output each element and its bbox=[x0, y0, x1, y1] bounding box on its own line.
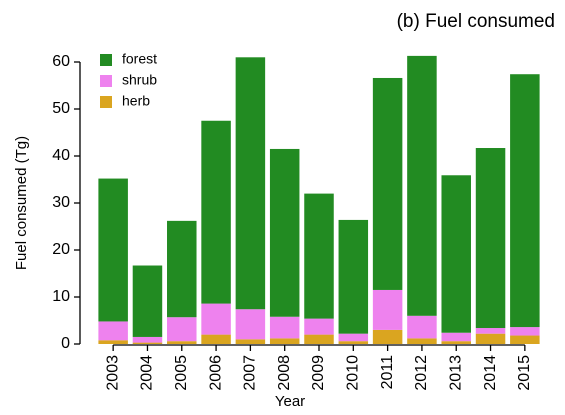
bar-segment bbox=[235, 309, 266, 340]
y-tick-label: 30 bbox=[52, 194, 70, 211]
x-tick-label: 2009 bbox=[310, 355, 327, 391]
bar-segment bbox=[304, 318, 334, 335]
legend-label: herb bbox=[122, 93, 150, 109]
bar-segment bbox=[269, 338, 300, 344]
x-tick-label: 2007 bbox=[242, 355, 259, 391]
bar-segment bbox=[235, 57, 266, 310]
x-tick-label: 2005 bbox=[173, 355, 190, 391]
bar-segment bbox=[98, 178, 128, 322]
legend-swatch bbox=[100, 96, 112, 108]
bar-segment bbox=[167, 220, 197, 318]
x-tick-label: 2010 bbox=[345, 355, 362, 391]
bar-segment bbox=[441, 341, 471, 344]
bar-segment bbox=[98, 321, 128, 341]
legend-swatch bbox=[100, 75, 112, 87]
bar-segment bbox=[407, 315, 437, 339]
x-tick-label: 2008 bbox=[276, 355, 293, 391]
bar-segment bbox=[132, 265, 163, 337]
bar-segment bbox=[338, 219, 369, 334]
legend-swatch bbox=[100, 54, 112, 66]
bar-segment bbox=[338, 341, 369, 344]
x-tick-label: 2003 bbox=[104, 355, 121, 391]
y-tick-label: 10 bbox=[52, 288, 70, 305]
bar-segment bbox=[475, 328, 506, 334]
x-tick-label: 2015 bbox=[516, 355, 533, 391]
bar-segment bbox=[372, 329, 403, 344]
bar-segment bbox=[201, 334, 231, 344]
y-tick-label: 60 bbox=[52, 53, 70, 70]
bar-segment bbox=[441, 332, 471, 342]
bar-segment bbox=[372, 77, 403, 290]
x-tick-label: 2011 bbox=[379, 355, 396, 390]
bar-segment bbox=[269, 316, 300, 339]
bar-segment bbox=[407, 55, 437, 316]
bar-segment bbox=[510, 335, 540, 344]
legend-label: shrub bbox=[122, 72, 157, 88]
bar-segment bbox=[510, 74, 540, 328]
bar-segment bbox=[441, 175, 471, 333]
bar-segment bbox=[510, 327, 540, 336]
y-tick-label: 0 bbox=[61, 335, 70, 352]
bar-segment bbox=[98, 340, 128, 344]
legend-label: forest bbox=[122, 51, 157, 67]
bar-segment bbox=[304, 193, 334, 319]
bar-segment bbox=[304, 334, 334, 344]
y-tick-label: 50 bbox=[52, 100, 70, 117]
x-tick-label: 2014 bbox=[482, 355, 499, 391]
bar-segment bbox=[167, 341, 197, 344]
x-tick-label: 2006 bbox=[207, 355, 224, 391]
x-tick-label: 2013 bbox=[447, 355, 464, 391]
y-axis-label: Fuel consumed (Tg) bbox=[13, 136, 30, 270]
bar-segment bbox=[475, 148, 506, 329]
bar-segment bbox=[475, 333, 506, 344]
bar-segment bbox=[132, 336, 163, 343]
bar-segment bbox=[201, 303, 231, 335]
bar-segment bbox=[269, 148, 300, 317]
bar-segment bbox=[132, 342, 163, 344]
y-tick-label: 20 bbox=[52, 241, 70, 258]
bar-segment bbox=[167, 317, 197, 342]
bar-segment bbox=[338, 333, 369, 342]
bar-segment bbox=[201, 120, 231, 304]
x-tick-label: 2004 bbox=[139, 355, 156, 391]
bar-segment bbox=[407, 338, 437, 344]
y-tick-label: 40 bbox=[52, 147, 70, 164]
chart-title: (b) Fuel consumed bbox=[397, 11, 555, 32]
x-axis-label: Year bbox=[275, 393, 305, 410]
x-tick-label: 2012 bbox=[413, 355, 430, 391]
bar-segment bbox=[235, 339, 266, 344]
bar-segment bbox=[372, 289, 403, 330]
